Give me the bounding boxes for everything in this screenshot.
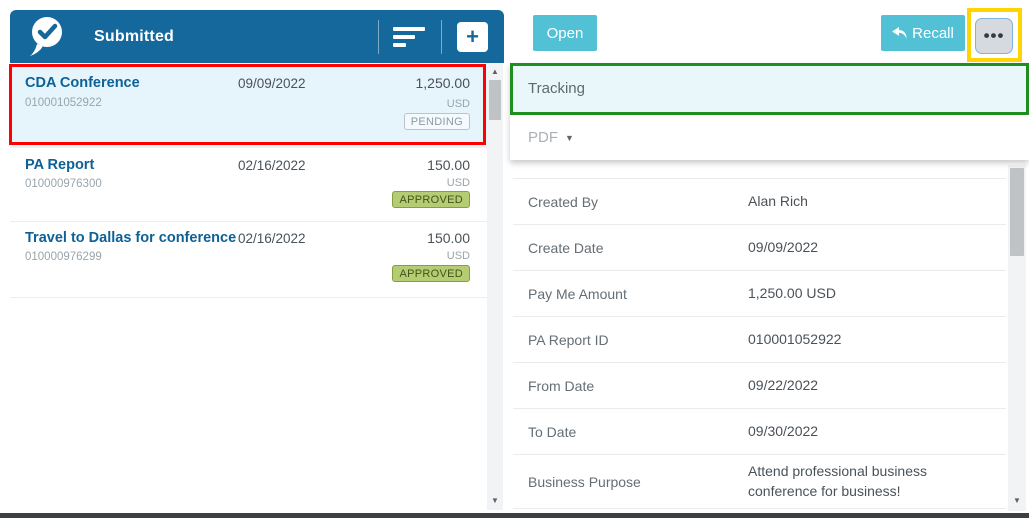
chevron-down-icon: ▼ [565, 133, 574, 143]
recall-arrow-icon [892, 26, 907, 39]
report-list-item-travel-dallas[interactable]: Travel to Dallas for conference 01000097… [10, 222, 487, 298]
scrollbar-thumb[interactable] [489, 80, 501, 120]
detail-value: Attend professional business conference … [748, 462, 927, 499]
sort-icon[interactable] [379, 17, 441, 57]
panel-title: Submitted [94, 27, 175, 45]
detail-label: From Date [528, 377, 595, 394]
report-currency: USD [446, 177, 470, 189]
report-date: 02/16/2022 [238, 158, 306, 173]
header-divider [378, 19, 379, 54]
report-list-item-cda-conference[interactable]: CDA Conference 010001052922 09/09/2022 1… [10, 63, 487, 148]
report-amount: 150.00 [427, 157, 470, 173]
scroll-down-icon[interactable]: ▼ [1013, 496, 1021, 505]
detail-label: PA Report ID [528, 331, 609, 348]
actions-dropdown-menu: Tracking PDF ▼ [510, 63, 1029, 160]
menu-item-tracking[interactable]: Tracking [510, 63, 1029, 114]
report-title: CDA Conference [25, 75, 140, 91]
report-date: 09/09/2022 [238, 76, 306, 91]
detail-value: Alan Rich [748, 192, 808, 209]
scrollbar-thumb[interactable] [1010, 168, 1024, 256]
detail-row-to-date: To Date 09/30/2022 [513, 409, 1006, 455]
report-amount: 1,250.00 [415, 75, 471, 91]
detail-value: 09/22/2022 [748, 376, 819, 393]
detail-value: 010001052922 [748, 330, 842, 347]
detail-value: 09/30/2022 [748, 422, 819, 439]
window-bottom-edge [0, 513, 1029, 518]
header-divider [441, 19, 442, 54]
detail-label: Pay Me Amount [528, 285, 627, 302]
tracking-label: Tracking [528, 80, 585, 97]
status-badge: PENDING [403, 113, 470, 130]
detail-row-created-by: Created By Alan Rich [513, 179, 1006, 225]
report-details-table: Created By Alan Rich Create Date 09/09/2… [513, 160, 1006, 509]
pdf-label: PDF [528, 128, 558, 146]
report-id: 010000976300 [25, 178, 102, 190]
recall-label: Recall [912, 24, 954, 42]
report-date: 02/16/2022 [238, 231, 306, 246]
report-title: Travel to Dallas for conference [25, 230, 237, 246]
details-scrollbar[interactable]: ▼ [1008, 165, 1026, 511]
detail-label: Create Date [528, 239, 604, 256]
partially-hidden-row [513, 160, 1006, 179]
report-currency: USD [446, 98, 470, 110]
scroll-up-icon[interactable]: ▲ [491, 67, 499, 76]
report-currency: USD [446, 250, 470, 262]
add-report-button[interactable]: + [457, 21, 488, 52]
detail-row-create-date: Create Date 09/09/2022 [513, 225, 1006, 271]
detail-value: 09/09/2022 [748, 238, 819, 255]
status-badge: APPROVED [392, 265, 470, 282]
report-title: PA Report [25, 157, 95, 173]
status-badge: APPROVED [392, 191, 470, 208]
open-button[interactable]: Open [533, 15, 597, 51]
more-actions-button[interactable]: ••• [975, 18, 1013, 54]
detail-label: Created By [528, 193, 599, 210]
detail-row-pa-report-id: PA Report ID 010001052922 [513, 317, 1006, 363]
recall-button[interactable]: Recall [881, 15, 965, 51]
detail-row-business-purpose: Business Purpose Attend professional bus… [513, 455, 1006, 509]
menu-item-pdf[interactable]: PDF ▼ [510, 114, 1029, 160]
list-scrollbar[interactable]: ▲ ▼ [487, 63, 503, 510]
report-id: 010000976299 [25, 251, 102, 263]
scroll-down-icon[interactable]: ▼ [491, 496, 499, 505]
report-list-item-pa-report[interactable]: PA Report 010000976300 02/16/2022 150.00… [10, 150, 487, 222]
detail-value: 1,250.00 USD [748, 284, 836, 301]
report-amount: 150.00 [427, 230, 470, 246]
detail-row-from-date: From Date 09/22/2022 [513, 363, 1006, 409]
detail-label: To Date [528, 423, 577, 440]
detail-row-pay-me-amount: Pay Me Amount 1,250.00 USD [513, 271, 1006, 317]
detail-label: Business Purpose [528, 473, 641, 490]
submitted-panel-header: Submitted + [10, 10, 504, 63]
chat-check-icon [30, 16, 62, 56]
report-id: 010001052922 [25, 97, 102, 109]
